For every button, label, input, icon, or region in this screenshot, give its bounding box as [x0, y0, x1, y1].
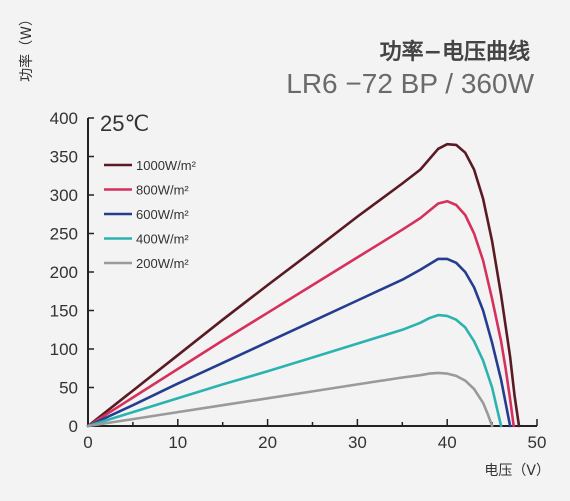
series-layer [86, 142, 521, 428]
legend-label-3: 600W/m² [136, 207, 189, 222]
series-line-5 [86, 371, 494, 428]
series-line-1 [86, 142, 521, 428]
y-tick-label: 300 [50, 186, 78, 205]
y-tick-label: 100 [50, 340, 78, 359]
legend: 1000W/m² 800W/m² 600W/m² 400W/m² 200W/m² [104, 158, 197, 271]
series-line-2 [86, 199, 516, 428]
x-tick-label: 30 [348, 433, 367, 452]
series-line-3 [86, 257, 512, 428]
y-tick-label: 350 [50, 148, 78, 167]
x-tick-label: 40 [438, 433, 457, 452]
legend-label-4: 400W/m² [136, 232, 189, 247]
y-tick-label: 250 [50, 225, 78, 244]
y-tick-label: 200 [50, 263, 78, 282]
x-tick-label: 0 [83, 433, 92, 452]
y-tick-label: 150 [50, 302, 78, 321]
x-tick-label: 10 [168, 433, 187, 452]
y-tick-label: 0 [69, 417, 78, 436]
legend-label-1: 1000W/m² [136, 158, 197, 173]
chart-subtitle: LR6 −72 BP / 360W [286, 68, 534, 99]
temperature-annotation: 25℃ [100, 111, 150, 136]
legend-label-2: 800W/m² [136, 183, 189, 198]
x-axis-label: 电压（V） [484, 463, 550, 479]
chart-title: 功率−电压曲线 [379, 40, 530, 65]
x-tick-label: 20 [258, 433, 277, 452]
series-line-4 [86, 313, 503, 428]
axes: 0 50 100 150 200 250 300 350 400 0 10 20 30 40 50 [50, 109, 547, 452]
y-tick-label: 400 [50, 109, 78, 128]
x-tick-label: 50 [528, 433, 547, 452]
legend-label-5: 200W/m² [136, 256, 189, 271]
y-tick-label: 50 [59, 379, 78, 398]
